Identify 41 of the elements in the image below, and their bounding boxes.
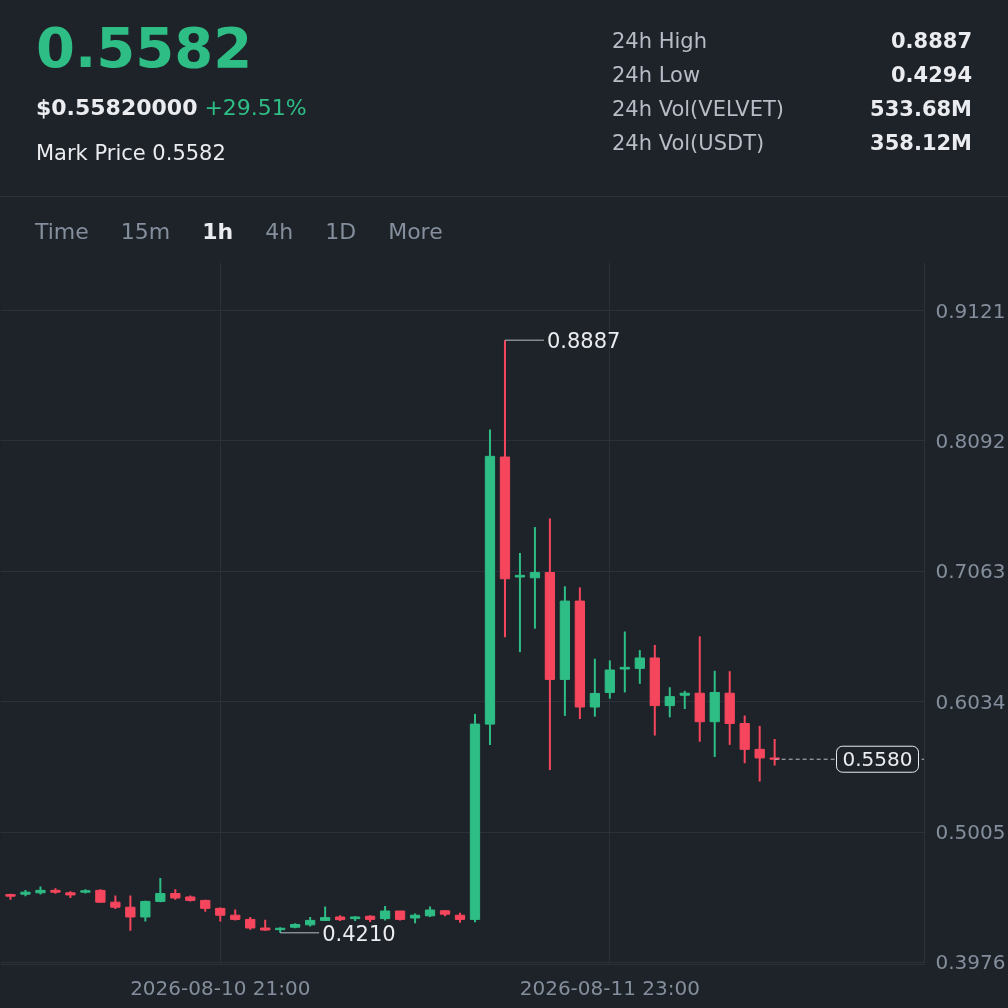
text: 1D: [325, 219, 357, 244]
text: More: [388, 219, 443, 244]
candlestick: [754, 724, 765, 783]
annotation: 0.4210: [322, 921, 396, 946]
text: 24h Vol(USDT): [612, 130, 765, 157]
y-tick-label: 0.6034: [935, 689, 1006, 714]
text: 358.12M: [870, 130, 972, 157]
text: Time: [35, 219, 89, 244]
text: 4h: [265, 219, 294, 244]
text: +29.51%: [204, 95, 307, 120]
y-tick-label: 0.3976: [935, 950, 1006, 975]
candlestick: [619, 630, 630, 694]
text: 15m: [120, 219, 171, 244]
text: 533.68M: [870, 96, 972, 123]
text: 1h: [202, 219, 234, 244]
candlestick: [679, 689, 690, 711]
ref-line-label: 0.5580: [842, 747, 913, 772]
annotation: 0.8887: [546, 329, 621, 354]
candlestick: [529, 526, 541, 630]
text: 0.8887: [890, 28, 972, 55]
text: Mark Price 0.5582: [36, 141, 226, 165]
candlestick: [664, 686, 675, 719]
candlestick: [634, 649, 645, 685]
candlestick: [155, 876, 166, 904]
x-tick-label: 2026-08-10 21:00: [130, 975, 311, 1000]
y-tick-label: 0.8092: [935, 428, 1006, 453]
text: 0.4294: [890, 62, 972, 89]
text: 24h High: [612, 28, 707, 55]
candlestick: [125, 894, 136, 932]
candlestick: [769, 737, 780, 767]
candlestick: [604, 659, 615, 700]
text: 24h Vol(VELVET): [612, 96, 784, 123]
candlestick: [589, 657, 600, 718]
candlestick: [514, 551, 526, 654]
text: 24h Low: [612, 62, 701, 89]
text: $0.55820000: [36, 95, 198, 120]
y-tick-label: 0.7063: [935, 559, 1006, 584]
y-tick-label: 0.5005: [935, 820, 1006, 845]
chart-title: 0.5582: [36, 14, 253, 82]
x-tick-label: 2026-08-11 23:00: [519, 975, 700, 1000]
y-tick-label: 0.9121: [935, 298, 1006, 323]
